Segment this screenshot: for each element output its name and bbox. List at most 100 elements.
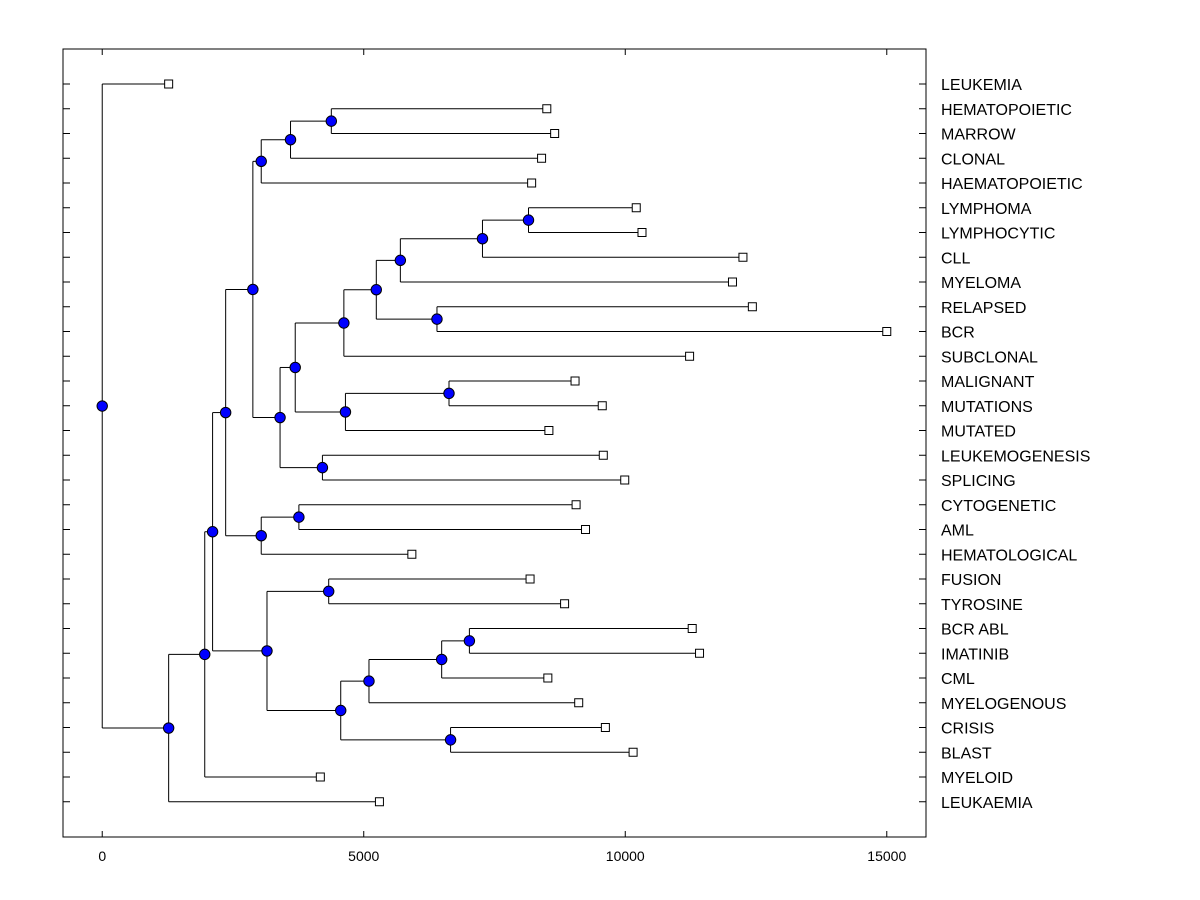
leaf-marker-mutated [544, 426, 554, 435]
leaf-label-myeloma: MYELOMA [941, 275, 1021, 292]
leaf-marker-bcr-abl [687, 624, 697, 633]
x-axis-ticks: 0 5000 10000 15000 [98, 49, 906, 864]
merge-node-m24 [335, 704, 347, 717]
x-tick-label-10000: 10000 [606, 848, 645, 864]
merge-node-m12 [289, 361, 301, 374]
leaf-label-lymphocytic: LYMPHOCYTIC [941, 226, 1055, 243]
leaf-marker-leukemogenesis [598, 450, 608, 460]
leaf-label-imatinib: IMATINIB [941, 646, 1009, 663]
leaf-label-mutated: MUTATED [941, 424, 1016, 441]
leaf-label-tyrosine: TYROSINE [941, 597, 1023, 614]
leaf-marker-leukaemia [374, 797, 384, 807]
leaf-marker-marrow [550, 129, 560, 138]
leaf-label-haematopoietic: HAEMATOPOIETIC [941, 176, 1083, 193]
leaf-marker-cml [543, 673, 553, 683]
leaf-marker-hematopoietic [542, 104, 552, 114]
leaf-marker-imatinib [695, 648, 705, 658]
leaf-marker-lymphocytic [637, 228, 647, 237]
right-y-ticks [919, 83, 926, 803]
merge-node-m19 [322, 585, 335, 598]
left-y-ticks [63, 83, 70, 803]
merge-node-m13 [316, 461, 329, 474]
plot-frame [62, 48, 927, 838]
merge-node-m15 [247, 283, 259, 296]
leaf-label-splicing: SPLICING [941, 473, 1016, 490]
leaf-label-aml: AML [941, 523, 974, 540]
leaf-marker-myelogenous [574, 698, 584, 708]
leaf-label-malignant: MALIGNANT [941, 374, 1035, 391]
leaf-label-leukaemia: LEUKAEMIA [941, 795, 1033, 812]
merge-node-m18 [219, 406, 232, 419]
leaf-marker-crisis [600, 723, 610, 732]
leaf-marker-tyrosine [560, 599, 570, 609]
leaf-label-clonal: CLONAL [941, 151, 1005, 168]
leaf-label-cytogenetic: CYTOGENETIC [941, 498, 1056, 515]
leaf-marker-myeloid [315, 772, 325, 782]
leaf-marker-subclonal [685, 351, 695, 361]
merge-node-m20 [463, 635, 476, 647]
leaf-label-leukemia: LEUKEMIA [941, 77, 1022, 94]
leaf-label-blast: BLAST [941, 745, 992, 762]
merge-node-m2 [284, 133, 297, 146]
leaf-label-bcr: BCR [941, 325, 975, 342]
leaf-marker-clonal [537, 153, 547, 163]
leaf-marker-splicing [620, 475, 630, 485]
leaf-label-myelogenous: MYELOGENOUS [941, 696, 1066, 713]
merge-node-m22 [363, 675, 375, 687]
leaf-label-cml: CML [941, 671, 975, 688]
merge-node-m6 [394, 254, 407, 267]
leaf-label-hematopoietic: HEMATOPOIETIC [941, 102, 1072, 119]
leaf-marker-malignant [570, 376, 580, 386]
merge-node-m26 [206, 526, 219, 538]
leaf-marker-haematopoietic [527, 178, 537, 188]
dendrogram-links [101, 83, 887, 803]
leaf-label-lymphoma: LYMPHOMA [941, 201, 1032, 218]
merge-node-m27 [199, 648, 211, 661]
merge-node-m28 [162, 722, 175, 734]
leaf-label-bcr-abl: BCR ABL [941, 622, 1009, 639]
merge-node-m3 [255, 155, 267, 168]
leaf-marker-lymphoma [631, 203, 641, 213]
merge-node-m16 [293, 511, 305, 523]
leaf-marker-myeloma [727, 277, 737, 287]
merge-node-m7 [431, 313, 443, 325]
leaf-marker-aml [581, 525, 591, 534]
merge-node-m4 [522, 214, 535, 226]
merge-node-m14 [274, 411, 286, 424]
leaf-label-mutations: MUTATIONS [941, 399, 1033, 416]
leaf-label-relapsed: RELAPSED [941, 300, 1026, 317]
leaf-marker-leukemia [164, 79, 174, 89]
merge-node-m1 [325, 115, 338, 127]
merge-node-m9 [338, 317, 350, 329]
leaf-marker-cll [738, 252, 748, 262]
leaf-label-leukemogenesis: LEUKEMOGENESIS [941, 448, 1090, 465]
merge-node-m29 [96, 400, 108, 412]
leaf-markers [164, 79, 892, 807]
merge-node-m8 [370, 284, 382, 296]
x-tick-label-0: 0 [98, 848, 106, 864]
x-tick-label-15000: 15000 [867, 848, 906, 864]
x-tick-label-5000: 5000 [348, 848, 379, 864]
merge-node-m21 [435, 653, 448, 666]
merge-nodes [96, 115, 535, 746]
leaf-label-cll: CLL [941, 250, 970, 267]
merge-node-m25 [261, 645, 273, 657]
leaf-label-myeloid: MYELOID [941, 770, 1013, 787]
merge-node-m5 [476, 232, 489, 245]
merge-node-m11 [339, 406, 352, 418]
leaf-label-crisis: CRISIS [941, 721, 994, 738]
leaf-label-marrow: MARROW [941, 127, 1017, 144]
leaf-label-hematological: HEMATOLOGICAL [941, 547, 1077, 564]
leaf-marker-mutations [597, 401, 607, 411]
leaf-label-subclonal: SUBCLONAL [941, 349, 1038, 366]
merge-node-m23 [444, 734, 457, 746]
leaf-marker-blast [628, 747, 638, 757]
leaf-marker-relapsed [747, 302, 757, 312]
merge-node-m10 [443, 387, 455, 400]
leaf-label-fusion: FUSION [941, 572, 1001, 589]
leaf-marker-fusion [525, 574, 535, 584]
merge-node-m17 [255, 529, 267, 542]
leaf-marker-cytogenetic [571, 500, 581, 510]
leaf-labels: LEUKEMIA HEMATOPOIETIC MARROW CLONAL HAEMATO… [941, 77, 1090, 812]
